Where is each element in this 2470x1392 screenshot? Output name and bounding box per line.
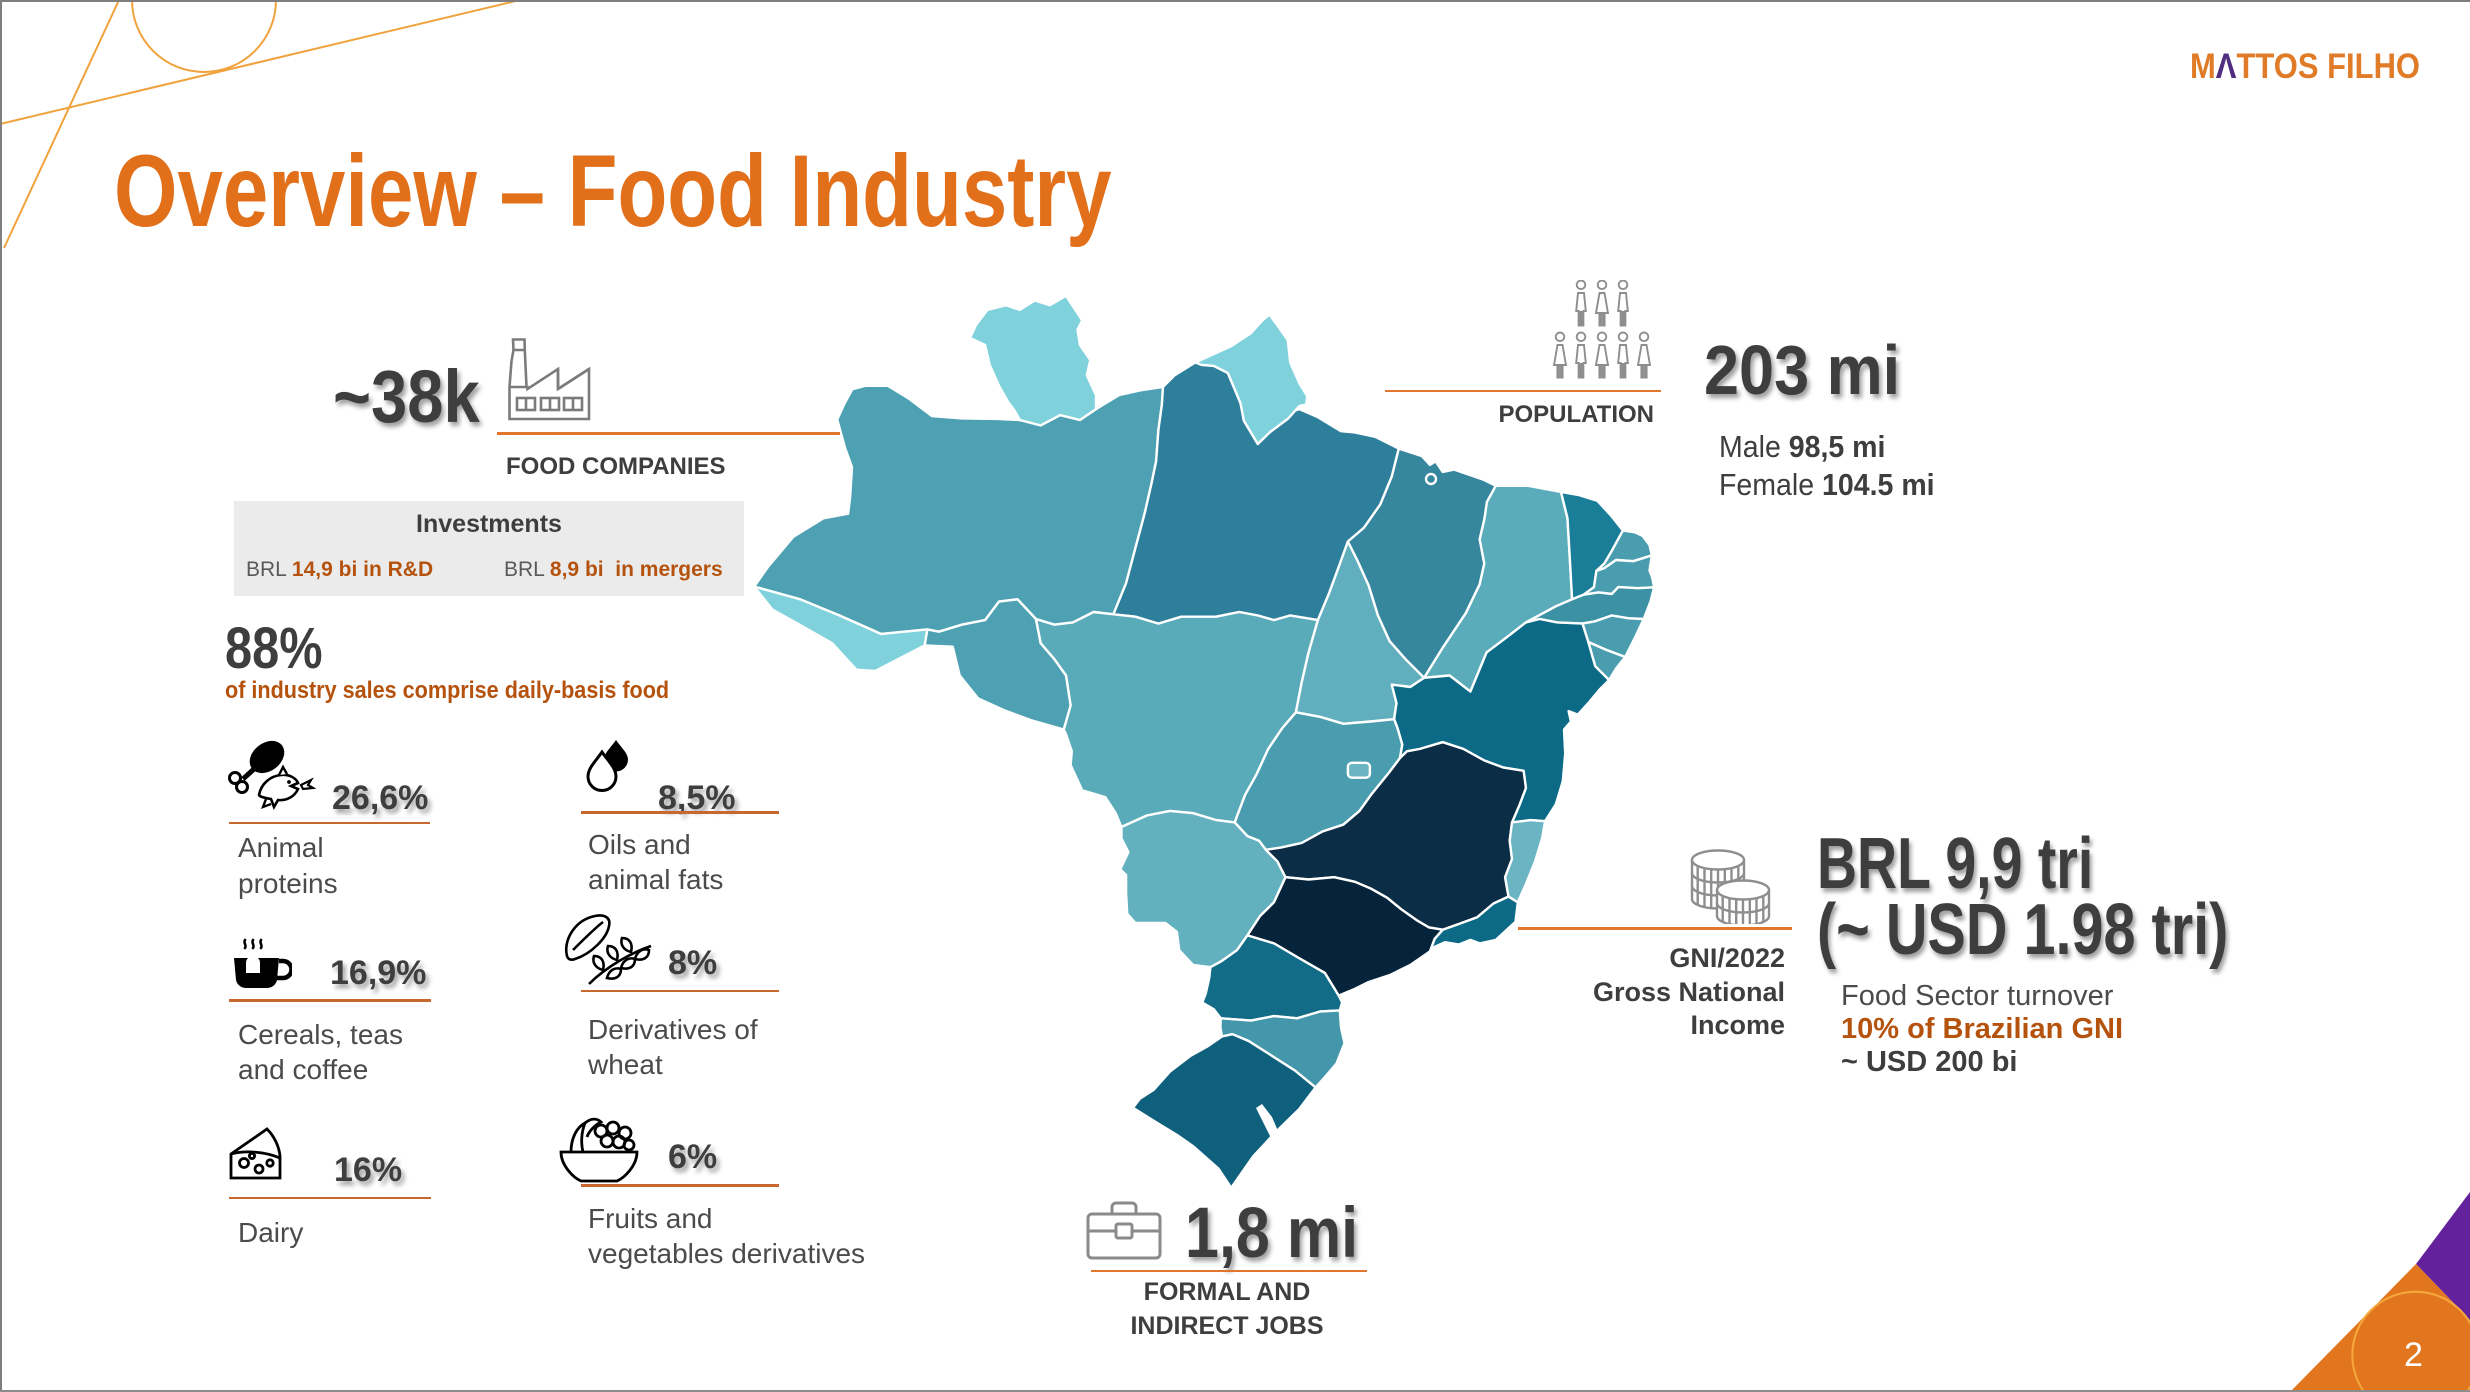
svg-text:2: 2 [2404, 1336, 2423, 1374]
